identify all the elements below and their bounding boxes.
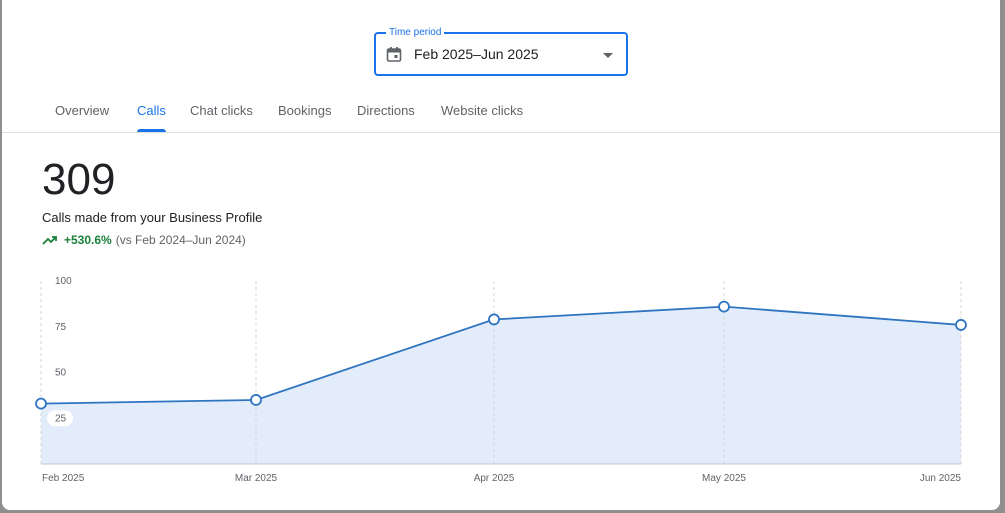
x-tick-label: Mar 2025 [235, 473, 278, 484]
metric-value: 309 [42, 155, 116, 204]
x-tick-label: Apr 2025 [474, 473, 515, 484]
trend-row: +530.6% (vs Feb 2024–Jun 2024) [42, 233, 246, 247]
chart-point [250, 394, 262, 406]
chart-point [955, 319, 967, 331]
tab-directions[interactable]: Directions [357, 103, 415, 118]
tab-bookings[interactable]: Bookings [278, 103, 332, 118]
chart-point [35, 397, 47, 410]
tab-chat-clicks[interactable]: Chat clicks [190, 103, 253, 118]
chart-point [488, 313, 500, 326]
x-tick-label: Jun 2025 [920, 473, 962, 484]
y-tick-label: 25 [55, 413, 67, 424]
metric-tabs: Overview Calls Chat clicks Bookings Dire… [2, 96, 1000, 133]
x-tick-label: Feb 2025 [42, 473, 85, 484]
trend-comparison: (vs Feb 2024–Jun 2024) [115, 233, 246, 247]
calendar-icon [386, 47, 402, 62]
time-period-label: Time period [386, 26, 445, 40]
time-period-selector[interactable]: Time period Feb 2025–Jun 2025 [374, 26, 628, 76]
tab-website-clicks[interactable]: Website clicks [441, 103, 524, 118]
y-tick-label: 100 [55, 276, 72, 287]
y-tick-label-bg [47, 410, 73, 427]
trend-percentage: +530.6% [64, 233, 112, 247]
tab-overview[interactable]: Overview [55, 103, 110, 118]
trending-up-icon [42, 236, 57, 245]
metric-description: Calls made from your Business Profile [42, 210, 263, 225]
chevron-down-icon[interactable] [603, 53, 613, 58]
chart-area-fill [41, 306, 961, 464]
x-tick-label: May 2025 [702, 473, 746, 484]
time-period-value: Feb 2025–Jun 2025 [414, 46, 539, 62]
tab-calls[interactable]: Calls [137, 96, 166, 132]
y-tick-label: 50 [55, 368, 67, 379]
y-tick-label: 75 [55, 322, 67, 333]
chart-point [718, 300, 730, 313]
